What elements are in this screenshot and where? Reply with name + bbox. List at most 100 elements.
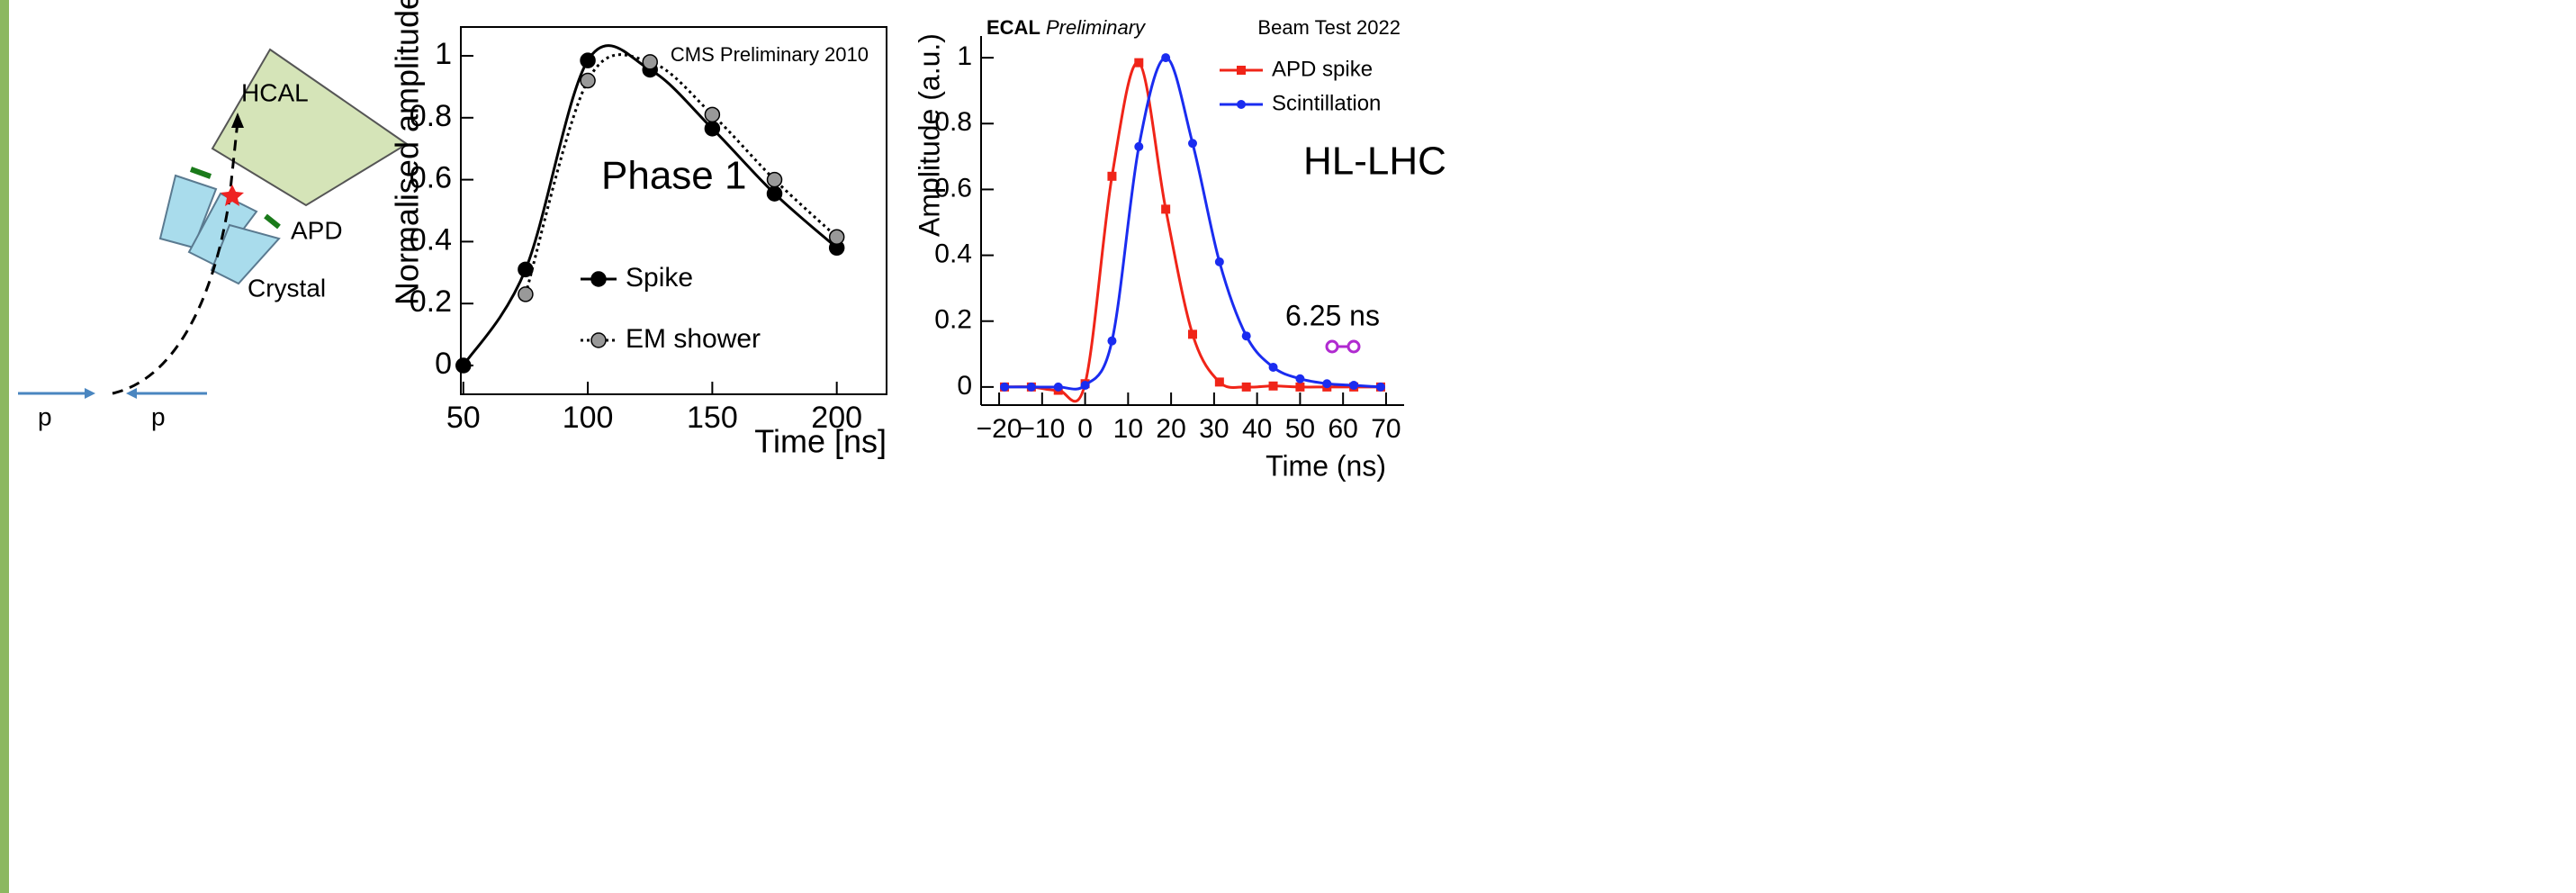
label: p (151, 402, 166, 430)
marker (1214, 257, 1224, 266)
y-tick-label: 0.4 (410, 222, 452, 257)
track (112, 121, 239, 395)
side-strip (0, 0, 9, 893)
label: Crystal (248, 274, 326, 302)
label: HCAL (241, 78, 309, 106)
x-tick-label: 100 (563, 401, 614, 435)
hcal (211, 48, 409, 207)
annotation: Preliminary (1046, 16, 1147, 39)
y-tick-label: 0.6 (934, 173, 972, 203)
x-tick-label: 20 (1156, 414, 1185, 444)
y-tick-label: 0.4 (934, 239, 972, 269)
y-tick-label: 0.8 (934, 107, 972, 137)
y-tick-label: 0.8 (410, 99, 452, 133)
y-tick-label: 0 (435, 347, 452, 381)
marker (704, 106, 721, 123)
legend-marker (1237, 100, 1246, 109)
x-tick-label: 50 (446, 401, 481, 435)
x-tick-label: 50 (1285, 414, 1315, 444)
x-tick-label: 30 (1199, 414, 1229, 444)
marker (1000, 382, 1010, 392)
y-tick-label: 1 (435, 37, 452, 71)
detector-diagram: HCAL APD Crystal p p (18, 48, 409, 430)
marker (1107, 171, 1117, 181)
x-tick-label: 0 (1077, 414, 1093, 444)
annotation: ECAL (986, 16, 1040, 39)
marker (518, 286, 534, 302)
y-tick-label: 1 (957, 41, 972, 71)
annotation: 6.25 ns (1285, 299, 1380, 331)
legend-label: Spike (626, 263, 693, 293)
marker (1322, 379, 1332, 389)
scale-marker (1347, 339, 1361, 354)
x-tick-label: 200 (811, 401, 862, 435)
arrowhead (85, 388, 95, 399)
marker (1214, 377, 1224, 387)
marker (1349, 381, 1359, 391)
marker (1080, 381, 1090, 391)
chart: 50 100 150 200 0 0.2 0.4 0.6 0.8 1 Time [ns] Normal… (389, 0, 887, 460)
marker (455, 357, 472, 374)
scale-marker (1325, 339, 1339, 354)
marker (1161, 204, 1171, 214)
series-line (524, 53, 838, 295)
marker (1134, 58, 1144, 68)
marker (580, 72, 596, 89)
marker (766, 185, 783, 202)
marker (1268, 381, 1278, 391)
marker (1295, 382, 1305, 392)
y-tick-label: 0.2 (934, 305, 972, 335)
annotation: HL-LHC (1303, 140, 1446, 184)
marker (1188, 139, 1197, 149)
marker (580, 52, 596, 68)
x-tick-label: 150 (687, 401, 738, 435)
plot-frame (460, 26, 887, 395)
marker (642, 54, 658, 70)
y-axis-label: Amplitude (a.u.) (913, 33, 945, 237)
x-tick-label: 40 (1242, 414, 1272, 444)
series-line (1004, 61, 1381, 403)
y-tick-label: 0 (957, 371, 972, 401)
hit (221, 185, 244, 206)
arrowhead (126, 388, 137, 399)
arrowhead (231, 113, 244, 128)
legend-label: Scintillation (1272, 91, 1381, 115)
marker (1188, 329, 1197, 339)
legend-marker (590, 271, 607, 287)
marker (1026, 382, 1036, 392)
marker (1241, 331, 1251, 341)
apd (264, 213, 281, 230)
marker (1134, 141, 1144, 151)
y-tick-label: 0.6 (410, 161, 452, 195)
legend-label: EM shower (626, 324, 761, 354)
series-line (462, 44, 838, 366)
x-tick-label: 10 (1113, 414, 1143, 444)
y-axis-label: Normalised amplitude (389, 0, 426, 305)
annotation: Beam Test 2022 (1257, 16, 1401, 39)
x-axis-label: Time [ns] (754, 423, 887, 460)
chart: −20−10 0 10 20 30 40 50 60 70 0 0.2 0.4 0.6 0.8 1 Time … (913, 16, 1446, 483)
x-tick-label: 60 (1328, 414, 1357, 444)
x-axis-label: Time (ns) (1265, 449, 1386, 482)
annotation: Phase 1 (601, 154, 746, 198)
marker (1053, 382, 1063, 392)
marker (1268, 362, 1278, 372)
label: p (38, 402, 52, 430)
marker (766, 171, 783, 188)
legend-marker (1237, 66, 1246, 75)
series-line (1004, 56, 1382, 391)
legend-label: APD spike (1272, 57, 1373, 81)
label: APD (291, 216, 343, 244)
annotation: CMS Preliminary 2010 (671, 43, 869, 66)
y-tick-label: 0.2 (410, 284, 452, 319)
x-tick-label: −20 (977, 414, 1022, 444)
apd (189, 167, 212, 179)
marker (1375, 382, 1385, 392)
marker (1161, 53, 1171, 63)
marker (1295, 374, 1305, 383)
marker (1107, 336, 1117, 346)
x-tick-label: −10 (1019, 414, 1065, 444)
marker (704, 121, 721, 137)
marker (1241, 382, 1251, 392)
